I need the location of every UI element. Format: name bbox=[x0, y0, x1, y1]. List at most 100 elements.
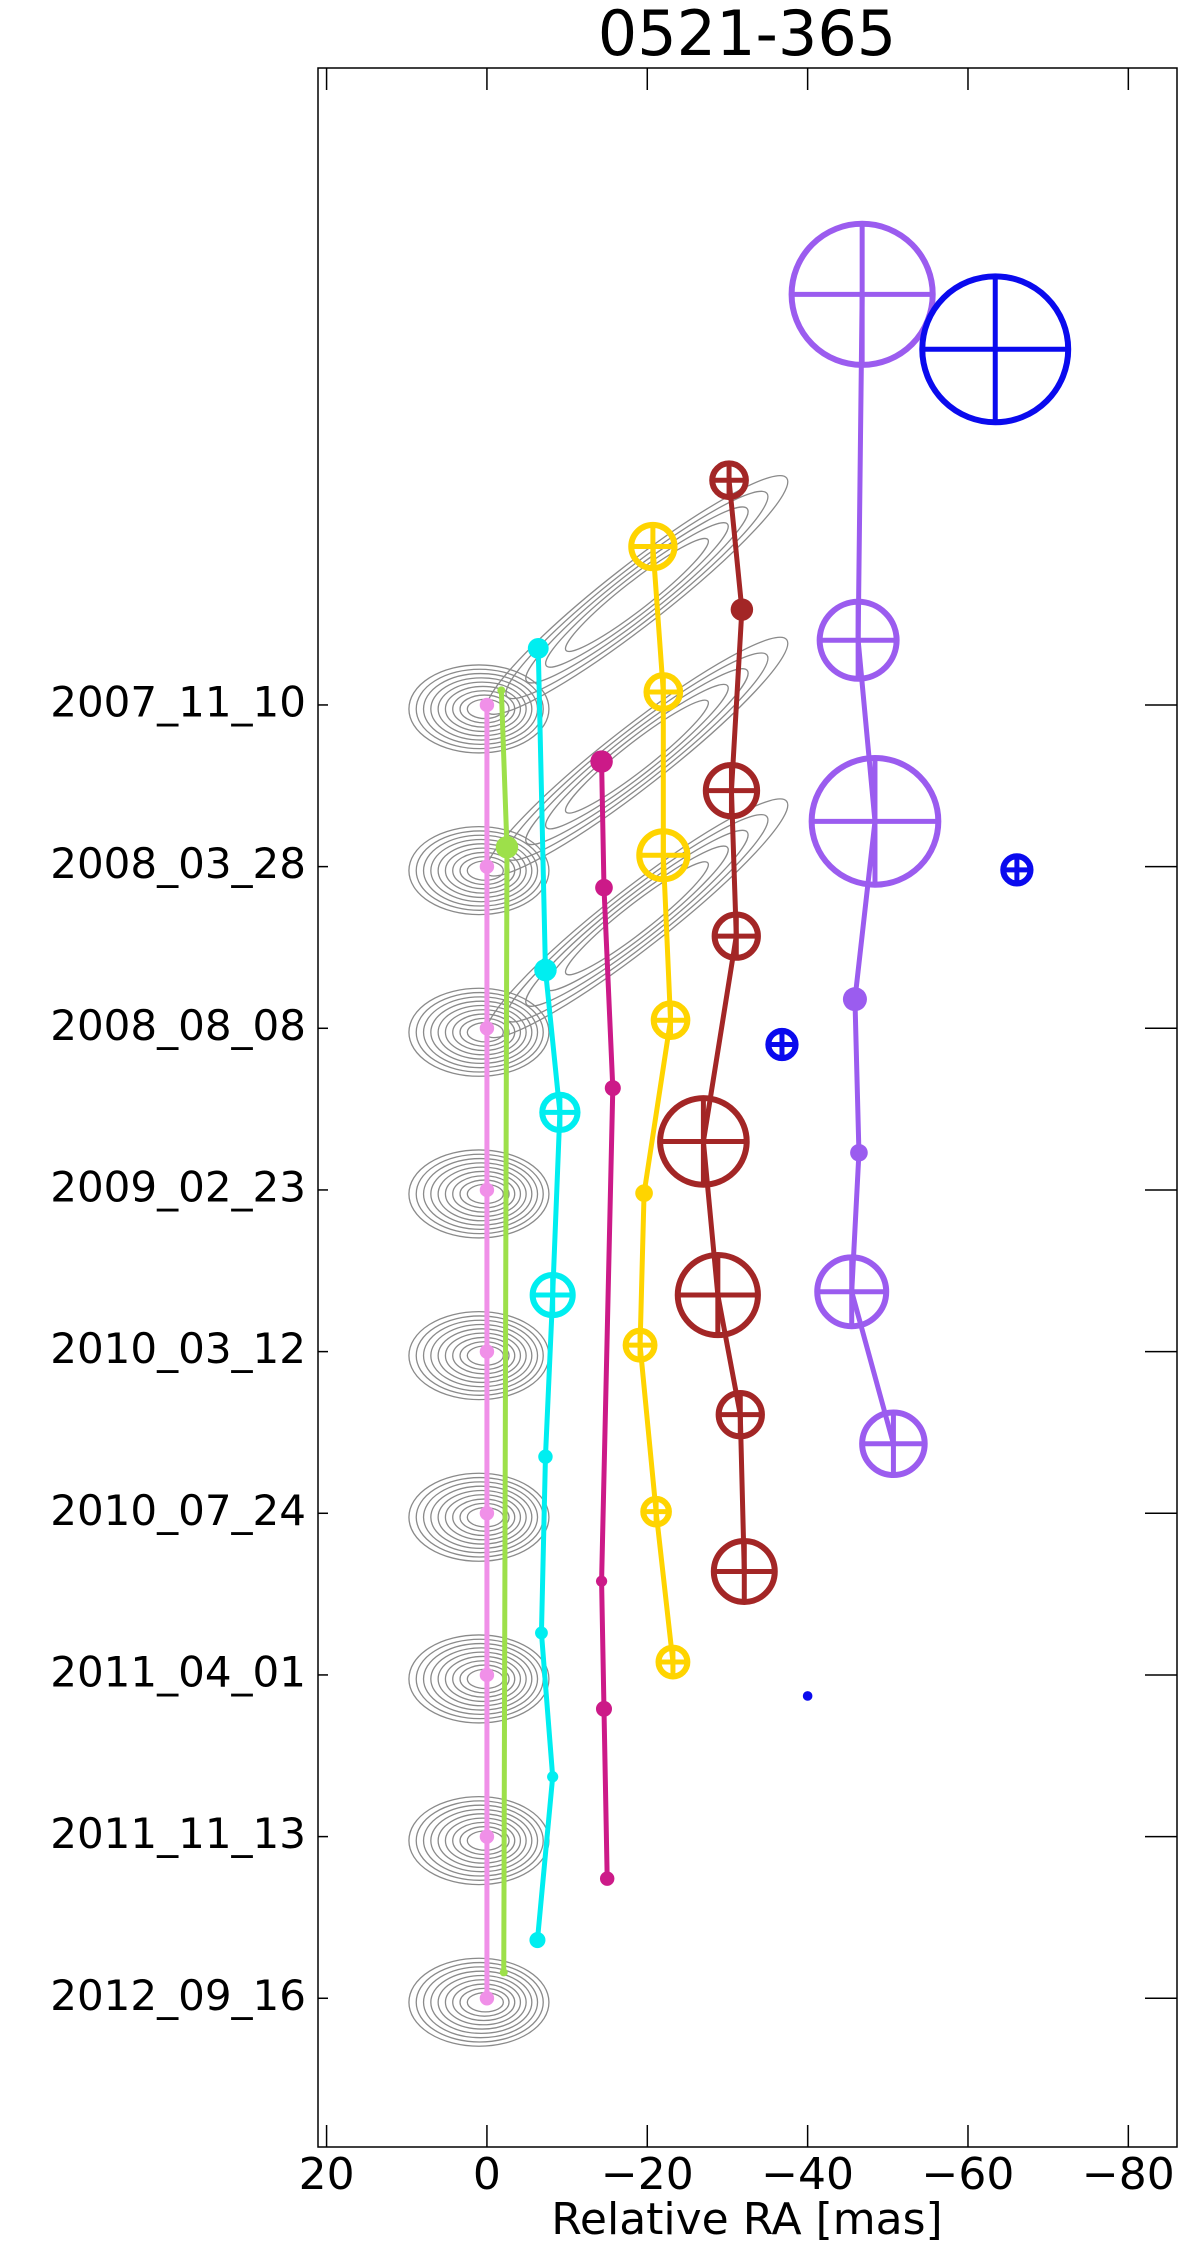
x-tick-label: 0 bbox=[473, 2149, 501, 2200]
contour bbox=[415, 1961, 544, 2043]
contour bbox=[430, 1000, 533, 1065]
contour bbox=[544, 522, 729, 668]
contour bbox=[485, 798, 789, 1039]
x-tick-label: −40 bbox=[761, 2149, 854, 2200]
component bbox=[547, 1771, 559, 1783]
component bbox=[1000, 853, 1034, 887]
y-tick-label: 2009_02_23 bbox=[50, 1162, 306, 1211]
component bbox=[479, 1182, 495, 1198]
contour bbox=[430, 1970, 533, 2035]
component bbox=[842, 987, 867, 1012]
contour bbox=[408, 825, 550, 916]
component bbox=[479, 1667, 495, 1683]
component bbox=[479, 1021, 495, 1036]
contour bbox=[422, 1481, 539, 1554]
contour bbox=[444, 685, 522, 733]
contour bbox=[422, 1966, 539, 2039]
contour bbox=[422, 834, 539, 907]
component bbox=[497, 686, 506, 695]
contour bbox=[437, 843, 527, 899]
contour bbox=[437, 1328, 527, 1384]
x-tick-label: −20 bbox=[601, 2149, 694, 2200]
component bbox=[643, 672, 684, 712]
component bbox=[650, 1000, 691, 1041]
component bbox=[527, 637, 549, 659]
y-tick-label: 2011_04_01 bbox=[50, 1647, 306, 1696]
contour bbox=[430, 1808, 533, 1873]
contour bbox=[437, 1004, 527, 1060]
contour bbox=[444, 1494, 522, 1541]
contour bbox=[452, 1175, 516, 1213]
component bbox=[499, 1968, 508, 1977]
component bbox=[802, 1691, 813, 1701]
contour bbox=[422, 1319, 539, 1392]
x-axis-label: Relative RA [mas] bbox=[551, 2194, 942, 2245]
contour bbox=[415, 1315, 544, 1396]
contour bbox=[422, 1157, 539, 1230]
component bbox=[814, 1254, 890, 1330]
contour bbox=[422, 996, 539, 1069]
component bbox=[538, 1449, 553, 1464]
contour bbox=[430, 1323, 533, 1388]
contour bbox=[485, 474, 789, 715]
component bbox=[595, 1700, 613, 1717]
component bbox=[859, 1409, 928, 1479]
contour bbox=[430, 1647, 533, 1711]
contours bbox=[408, 474, 789, 2047]
component bbox=[710, 1538, 778, 1605]
component bbox=[529, 1932, 546, 1949]
component bbox=[711, 911, 761, 961]
y-tick-label: 2008_08_08 bbox=[50, 1001, 306, 1050]
contour bbox=[408, 1634, 550, 1724]
contour bbox=[437, 1651, 527, 1707]
contour bbox=[525, 829, 749, 1007]
contour bbox=[437, 1489, 527, 1545]
component bbox=[788, 220, 936, 368]
contour bbox=[415, 1800, 544, 1881]
contour bbox=[415, 668, 544, 750]
component-track bbox=[599, 761, 616, 1879]
contour bbox=[525, 668, 749, 846]
contour bbox=[430, 1162, 533, 1226]
component bbox=[534, 958, 557, 982]
contour bbox=[408, 1149, 550, 1239]
contour bbox=[430, 1485, 533, 1550]
component bbox=[919, 273, 1072, 426]
y-tick-label: 2010_07_24 bbox=[50, 1486, 306, 1535]
component bbox=[674, 1251, 761, 1339]
contour bbox=[452, 1983, 516, 2022]
chart-title: 0521-365 bbox=[598, 0, 897, 70]
component bbox=[479, 1991, 495, 2006]
y-tick-label: 2011_11_13 bbox=[50, 1809, 306, 1858]
x-tick-label: −80 bbox=[1082, 2149, 1175, 2200]
contour bbox=[452, 1336, 516, 1375]
component bbox=[539, 1091, 581, 1133]
component bbox=[479, 697, 495, 713]
component bbox=[479, 1506, 495, 1521]
contour bbox=[415, 830, 544, 911]
component bbox=[635, 1184, 653, 1203]
component bbox=[816, 598, 900, 682]
contour bbox=[544, 683, 729, 830]
y-tick-label: 2007_11_10 bbox=[50, 677, 306, 726]
component-track bbox=[637, 546, 676, 1663]
component bbox=[599, 1871, 615, 1886]
contour bbox=[422, 1804, 539, 1877]
plot-frame bbox=[317, 67, 1178, 2148]
contour bbox=[408, 1957, 550, 2047]
y-tick-label: 2010_03_12 bbox=[50, 1324, 306, 1373]
component bbox=[479, 859, 495, 874]
component bbox=[479, 1344, 495, 1359]
component bbox=[850, 1143, 868, 1162]
contour bbox=[505, 490, 769, 700]
component bbox=[628, 521, 678, 572]
contour bbox=[444, 1170, 522, 1218]
contour bbox=[408, 987, 550, 1077]
component-track bbox=[534, 648, 563, 1941]
component bbox=[622, 1327, 658, 1363]
contour bbox=[505, 814, 769, 1023]
contour bbox=[430, 677, 533, 741]
component bbox=[640, 1495, 672, 1528]
contour bbox=[444, 1332, 522, 1379]
